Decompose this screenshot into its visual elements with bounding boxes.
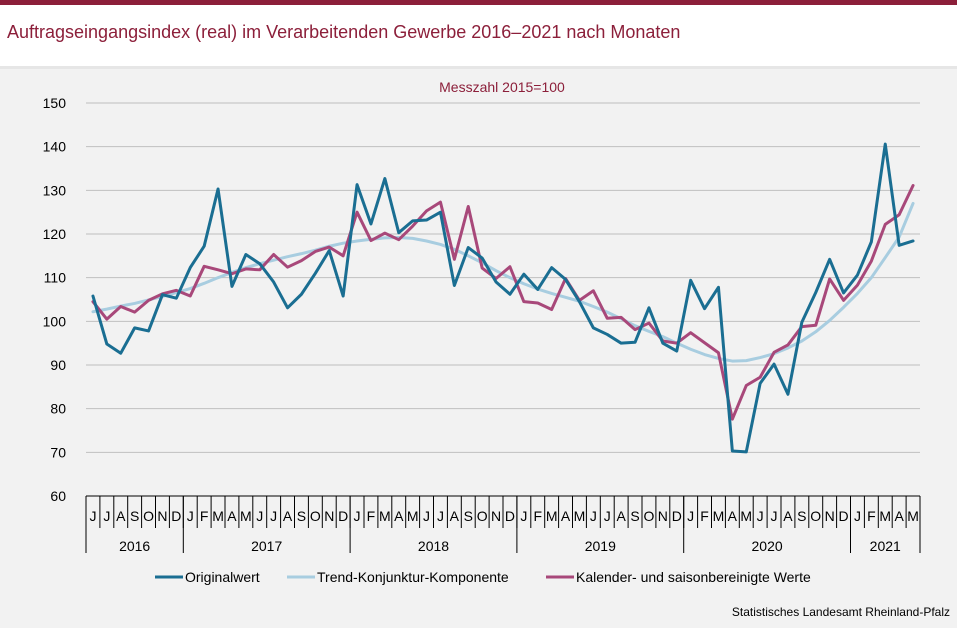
month-label: O	[810, 508, 821, 524]
month-label: N	[491, 508, 501, 524]
month-label: A	[728, 508, 738, 524]
month-label: N	[324, 508, 334, 524]
year-label: 2018	[418, 538, 449, 554]
y-axis: 60 70 80 90 100 110 120 130 140 150	[43, 95, 67, 504]
month-label: M	[740, 508, 752, 524]
month-label: J	[771, 508, 778, 524]
legend-label: Kalender- und saisonbereinigte Werte	[576, 569, 811, 585]
y-tick-label: 90	[50, 357, 66, 373]
month-label: S	[630, 508, 639, 524]
y-tick-label: 100	[43, 313, 67, 329]
y-tick-label: 80	[50, 401, 66, 417]
month-label: S	[297, 508, 306, 524]
title-separator	[0, 66, 957, 69]
y-tick-label: 110	[44, 270, 67, 286]
month-label: J	[590, 508, 597, 524]
month-label: O	[310, 508, 321, 524]
year-label: 2016	[119, 538, 150, 554]
series-line	[91, 142, 915, 454]
month-label: M	[879, 508, 891, 524]
month-label: N	[658, 508, 668, 524]
month-label: J	[354, 508, 361, 524]
gridlines	[86, 102, 920, 497]
month-label: A	[561, 508, 571, 524]
month-label: A	[394, 508, 404, 524]
month-label: M	[546, 508, 558, 524]
month-label: F	[200, 508, 209, 524]
month-label: D	[505, 508, 515, 524]
month-label: O	[477, 508, 488, 524]
month-label: F	[533, 508, 542, 524]
month-label: J	[687, 508, 694, 524]
series-line	[91, 201, 915, 363]
month-label: F	[867, 508, 876, 524]
month-label: M	[713, 508, 725, 524]
source-note: Statistisches Landesamt Rheinland-Pfalz	[731, 605, 950, 619]
month-label: D	[838, 508, 848, 524]
y-tick-label: 130	[43, 182, 67, 198]
y-tick-label: 140	[43, 139, 67, 155]
month-label: J	[89, 508, 96, 524]
y-tick-label: 70	[50, 444, 66, 460]
month-label: A	[227, 508, 237, 524]
month-label: O	[644, 508, 655, 524]
legend-label: Trend-Konjunktur-Komponente	[317, 569, 509, 585]
month-label: N	[825, 508, 835, 524]
month-label: J	[103, 508, 110, 524]
month-label: A	[116, 508, 126, 524]
year-label: 2021	[870, 538, 901, 554]
month-label: J	[520, 508, 527, 524]
month-label: M	[379, 508, 391, 524]
month-label: J	[854, 508, 861, 524]
month-label: J	[187, 508, 194, 524]
page-title: Auftragseingangsindex (real) im Verarbei…	[7, 22, 681, 42]
month-label: A	[283, 508, 293, 524]
chart-subtitle: Messzahl 2015=100	[439, 79, 565, 95]
legend-label: Originalwert	[185, 569, 260, 585]
y-tick-label: 150	[43, 95, 67, 111]
y-tick-label: 120	[43, 226, 67, 242]
month-label: S	[464, 508, 473, 524]
legend: Originalwert Trend-Konjunktur-Komponente K…	[155, 569, 811, 585]
month-label: S	[797, 508, 806, 524]
y-tick-label: 60	[50, 488, 66, 504]
month-label: O	[143, 508, 154, 524]
month-label: D	[171, 508, 181, 524]
month-label: J	[437, 508, 444, 524]
month-label: D	[672, 508, 682, 524]
month-label: M	[907, 508, 919, 524]
month-label: A	[450, 508, 460, 524]
month-label: D	[338, 508, 348, 524]
year-label: 2019	[585, 538, 616, 554]
month-label: N	[157, 508, 167, 524]
month-label: F	[367, 508, 376, 524]
month-label: J	[270, 508, 277, 524]
month-label: S	[130, 508, 139, 524]
month-label: M	[407, 508, 419, 524]
top-accent-bar	[0, 0, 957, 5]
month-label: F	[700, 508, 709, 524]
month-label: A	[616, 508, 626, 524]
month-label: J	[256, 508, 263, 524]
year-label: 2020	[752, 538, 783, 554]
month-label: J	[423, 508, 430, 524]
month-label: M	[240, 508, 252, 524]
series-lines	[91, 142, 915, 454]
month-label: A	[894, 508, 904, 524]
month-label: A	[783, 508, 793, 524]
month-label: J	[757, 508, 764, 524]
month-label: M	[574, 508, 586, 524]
month-label: J	[604, 508, 611, 524]
month-label: M	[212, 508, 224, 524]
year-label: 2017	[251, 538, 282, 554]
